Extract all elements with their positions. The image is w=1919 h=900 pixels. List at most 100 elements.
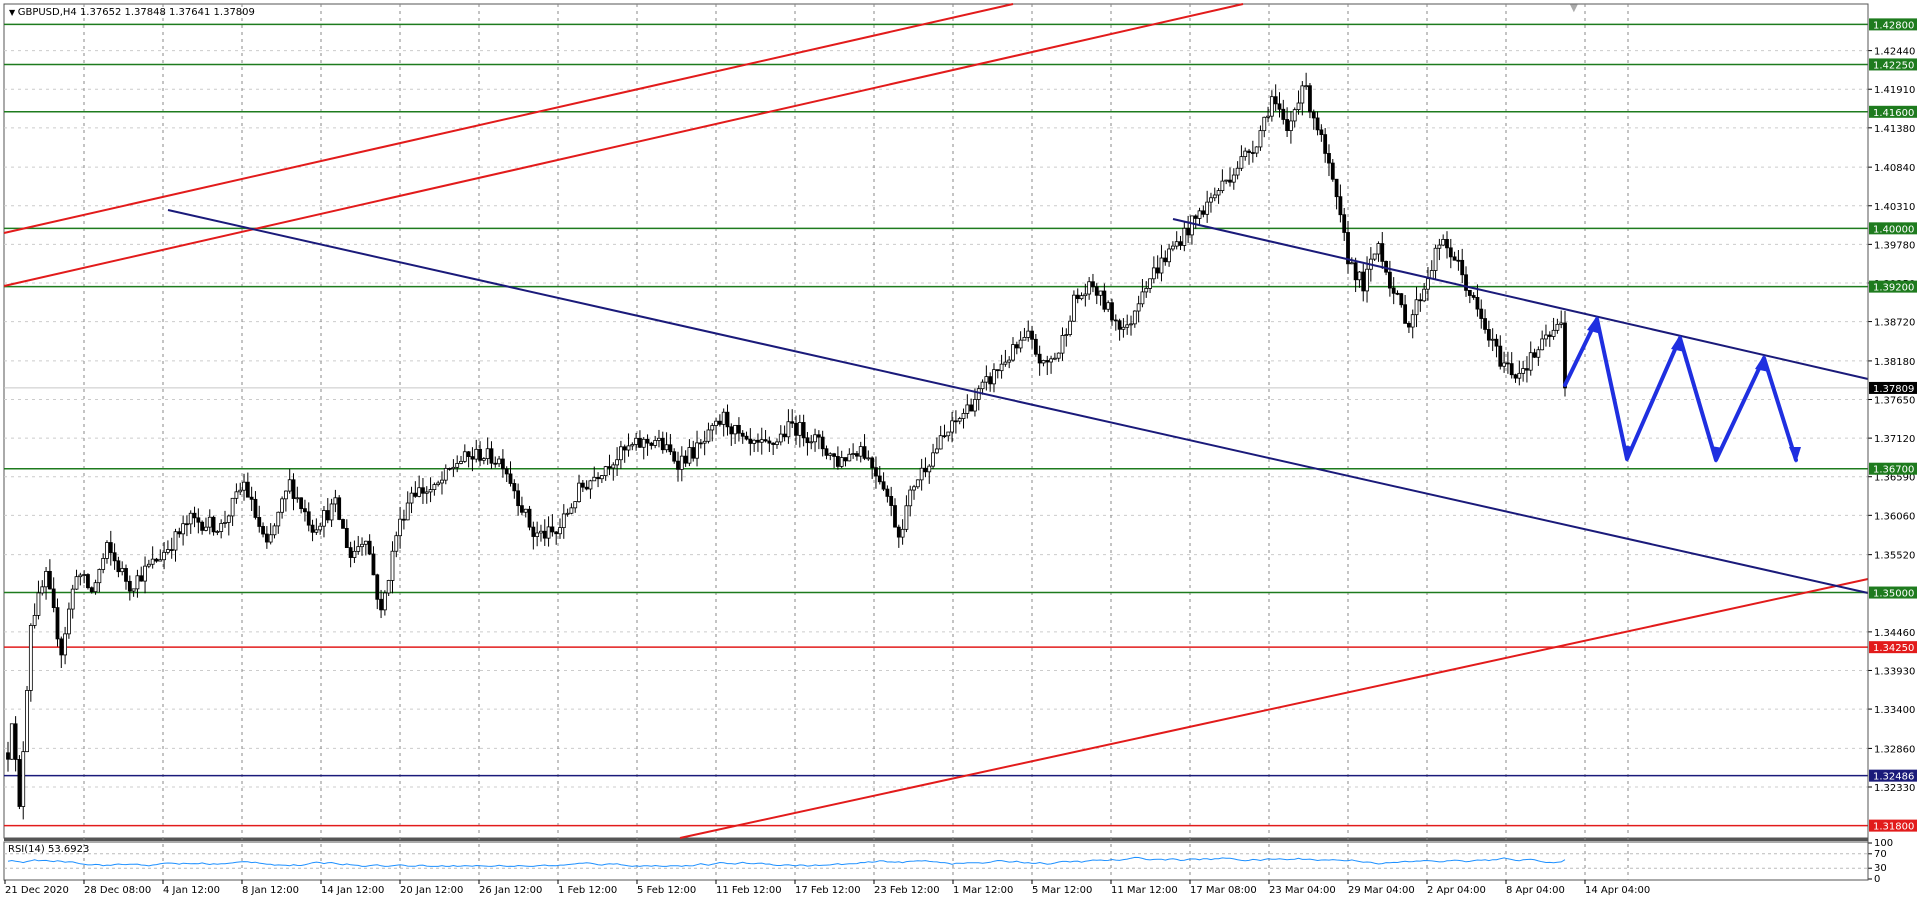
candle [245, 472, 250, 498]
candle [1361, 263, 1366, 302]
candle [657, 429, 661, 448]
x-tick-label: 4 Jan 12:00 [163, 885, 220, 896]
x-tick-label: 14 Apr 04:00 [1585, 885, 1650, 896]
candle [1235, 161, 1240, 180]
candle [1209, 192, 1213, 213]
candle [382, 590, 387, 616]
candle [1433, 244, 1438, 280]
candle [1014, 341, 1019, 355]
candle [1509, 352, 1514, 379]
candle [1456, 250, 1461, 271]
candle [778, 425, 783, 446]
y-tick-label: 1.40840 [1874, 163, 1915, 174]
candle [421, 478, 425, 504]
candle [451, 459, 456, 477]
candle [497, 455, 501, 468]
candle [1391, 277, 1396, 305]
candle [417, 475, 422, 498]
candle [1155, 255, 1160, 279]
arrowhead-down-1 [1622, 445, 1634, 462]
candle [969, 398, 974, 412]
candle [1205, 190, 1210, 223]
candle [200, 520, 205, 535]
candle [1410, 309, 1415, 339]
candle [1144, 281, 1149, 298]
candle [1452, 251, 1457, 261]
candle [710, 423, 715, 442]
candle [196, 508, 201, 534]
candle [1483, 309, 1487, 334]
candle [546, 516, 551, 547]
candle [363, 540, 368, 556]
y-tick-label: 1.37120 [1874, 434, 1915, 445]
candle [402, 509, 406, 530]
candle [786, 409, 791, 444]
candle [565, 508, 570, 517]
x-tick-label: 2 Apr 04:00 [1427, 885, 1486, 896]
candle [394, 531, 399, 558]
candle [687, 439, 692, 467]
candle [1292, 107, 1297, 128]
candle [573, 501, 578, 513]
candle [1258, 125, 1263, 151]
red-channel-lower-line [679, 578, 1869, 839]
candle [78, 572, 83, 586]
candle [1426, 267, 1430, 301]
candle [740, 430, 745, 444]
candle [1353, 257, 1358, 293]
candle [1407, 321, 1411, 333]
candle [375, 573, 380, 610]
level-tag [1869, 58, 1917, 71]
candle [17, 755, 22, 810]
candle [1186, 215, 1191, 243]
candle [337, 495, 342, 521]
candle [599, 474, 604, 483]
candle [1490, 328, 1495, 352]
candle [1056, 352, 1061, 362]
candle [664, 432, 669, 453]
candle [561, 504, 566, 539]
candle [584, 480, 589, 491]
y-tick-label: 1.37650 [1874, 396, 1915, 407]
level-tag [1869, 280, 1917, 293]
candle [1197, 207, 1202, 226]
x-tick-label: 20 Jan 12:00 [400, 885, 463, 896]
x-tick-label: 17 Mar 08:00 [1190, 885, 1257, 896]
candle [965, 394, 970, 419]
candle [249, 486, 254, 511]
candle [1121, 318, 1126, 338]
candle [523, 508, 528, 518]
level-tag-label: 1.35000 [1873, 589, 1914, 600]
arrowhead-up-2 [1671, 335, 1685, 352]
y-tick-label: 1.41910 [1874, 85, 1915, 96]
candle [333, 489, 338, 513]
candle [946, 431, 951, 442]
candle [105, 540, 109, 564]
x-tick-label: 23 Feb 12:00 [874, 885, 940, 896]
candle [219, 519, 224, 539]
candle [36, 580, 41, 620]
candle [1544, 324, 1548, 347]
candle [1045, 355, 1050, 376]
candle [542, 519, 547, 546]
candle [1376, 241, 1381, 262]
candle [238, 482, 243, 495]
candle [702, 430, 707, 456]
candle [1148, 278, 1152, 294]
x-tick-label: 1 Feb 12:00 [558, 885, 617, 896]
candle [1117, 318, 1122, 341]
candle [1372, 253, 1377, 262]
candle [120, 561, 125, 576]
candle [577, 474, 581, 503]
candle [181, 515, 186, 546]
candle [1178, 235, 1183, 250]
candle [1346, 220, 1350, 274]
y-tick-label: 1.34460 [1874, 628, 1915, 639]
candle [28, 623, 33, 702]
candle [59, 636, 64, 668]
level-tag-label: 1.42800 [1873, 20, 1914, 31]
candle [211, 515, 216, 536]
candle [1102, 283, 1107, 313]
candle [253, 491, 258, 520]
candle [1441, 234, 1446, 247]
